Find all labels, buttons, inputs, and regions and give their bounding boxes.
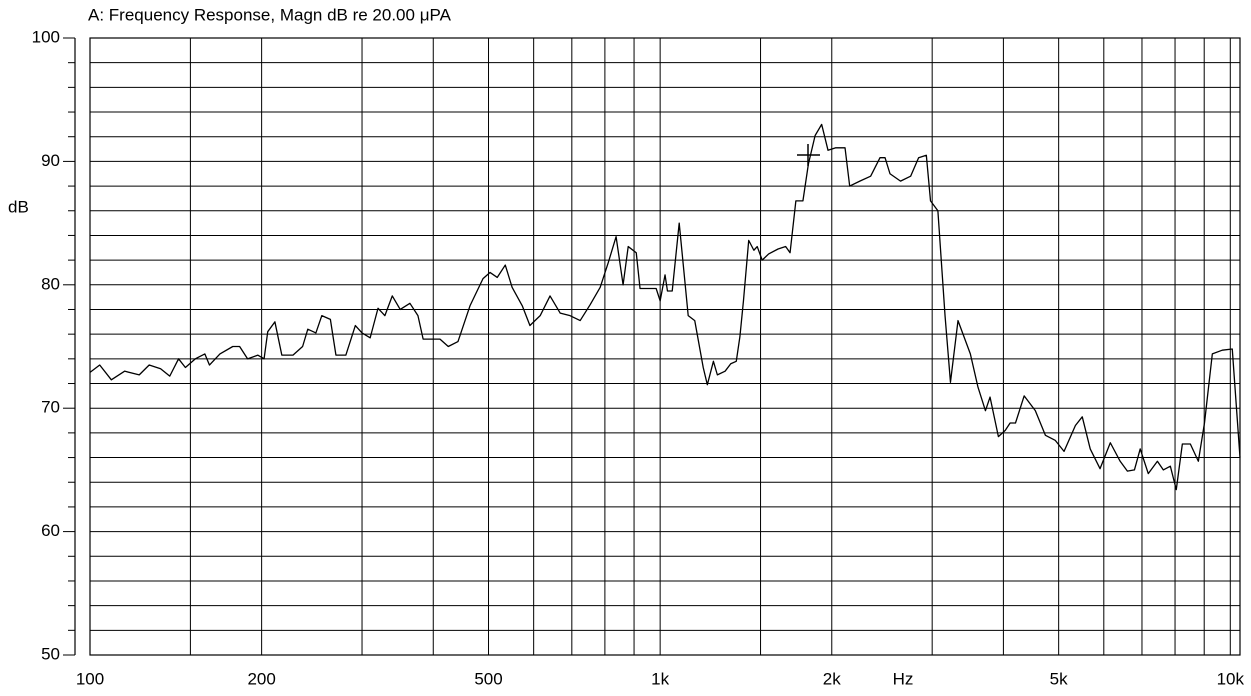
x-axis-label: Hz xyxy=(893,669,914,688)
y-tick-label: 70 xyxy=(41,398,60,417)
chart-title: A: Frequency Response, Magn dB re 20.00 … xyxy=(88,5,452,24)
response-line xyxy=(89,123,1241,491)
x-tick-label: 200 xyxy=(247,669,275,688)
x-tick-label: 500 xyxy=(474,669,502,688)
x-tick-label: 2k xyxy=(823,669,841,688)
x-tick-label: 1k xyxy=(651,669,669,688)
x-tick-label: 10k xyxy=(1217,669,1245,688)
x-tick-label: 100 xyxy=(76,669,104,688)
y-tick-label: 100 xyxy=(32,27,60,46)
cursor xyxy=(797,144,820,166)
x-tick-label: 5k xyxy=(1050,669,1068,688)
y-tick-label: 90 xyxy=(41,151,60,170)
y-axis-label: dB xyxy=(8,197,29,216)
y-tick-label: 50 xyxy=(41,644,60,663)
y-tick-label: 60 xyxy=(41,521,60,540)
y-tick-label: 80 xyxy=(41,274,60,293)
plot-frame xyxy=(89,37,1241,656)
